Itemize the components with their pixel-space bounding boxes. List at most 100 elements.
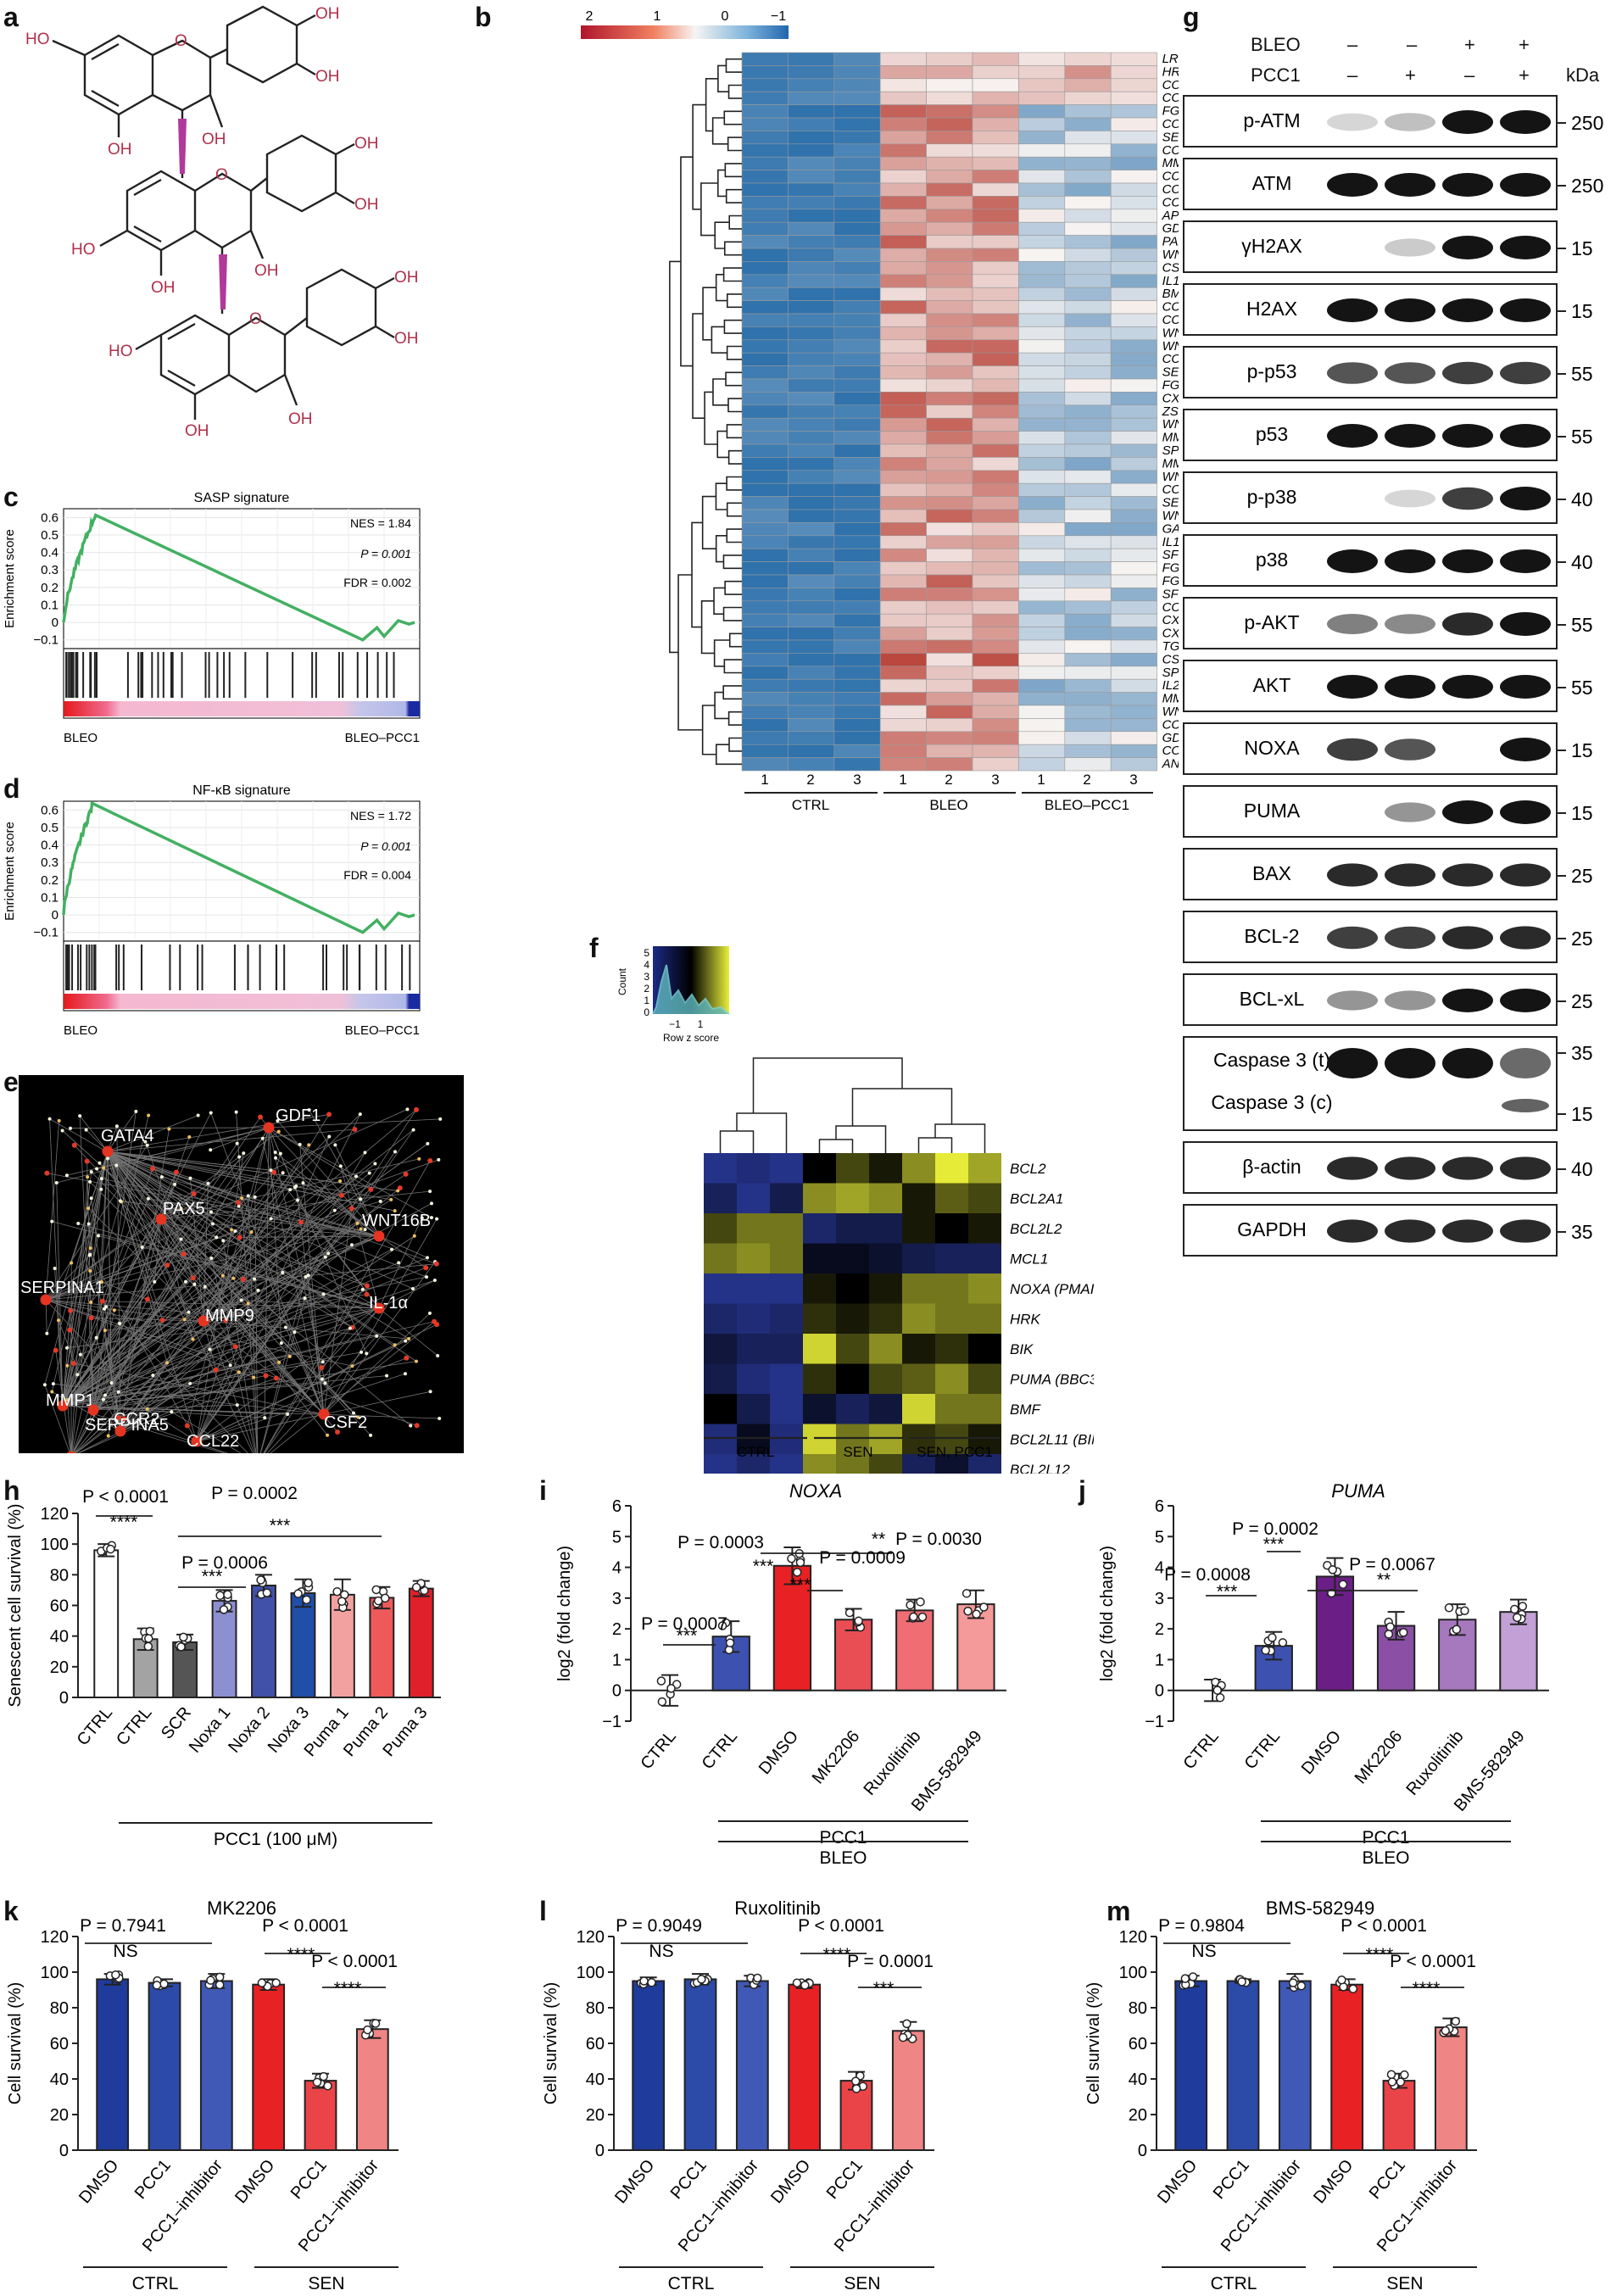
heatmap-cell: [833, 574, 881, 588]
heatmap-cell: [972, 196, 1019, 210]
data-point: [111, 1970, 120, 1980]
heatmap-cell: [741, 221, 789, 236]
heatmap-cell: [879, 482, 927, 497]
x-tick: CTRL: [74, 1703, 116, 1749]
heatmap-cell: [1110, 170, 1157, 184]
heatmap-cell: [788, 156, 835, 170]
data-point: [1400, 2070, 1409, 2080]
significance-annotation: ****: [823, 1945, 851, 1964]
x-tick: CTRL: [1179, 1727, 1222, 1773]
bleo-sign: +: [1519, 34, 1530, 55]
data-point: [898, 2032, 908, 2042]
heatmap-cell: [788, 443, 835, 458]
y-label: log2 (fold change): [1098, 1546, 1117, 1681]
gene-label: FGF23: [1162, 104, 1179, 119]
x-tick: CTRL: [637, 1727, 679, 1773]
y-tick: 40: [50, 1628, 69, 1647]
heatmap-cell: [741, 339, 789, 354]
gene-label: BMF: [1010, 1402, 1042, 1418]
pcc1-sign: +: [1405, 64, 1416, 86]
heatmap-cell: [972, 221, 1019, 236]
bar: [772, 1564, 812, 1691]
y-label: log2 (fold change): [555, 1546, 574, 1681]
y-tick: 20: [50, 2106, 69, 2125]
heatmap-cell: [788, 196, 835, 210]
heatmap-cell: [1110, 52, 1157, 66]
heatmap-cell: [879, 666, 927, 680]
data-point: [854, 1616, 863, 1626]
significance-annotation: P < 0.0001: [311, 1952, 398, 1971]
y-label: Cell survival (%): [542, 1982, 560, 2104]
gene-label: CCL3L1: [1162, 300, 1179, 315]
heatmap-cell: [1064, 352, 1112, 366]
heatmap-cell: [1064, 91, 1112, 105]
heatmap-cell: [704, 1454, 737, 1474]
heatmap-cell: [1018, 365, 1066, 380]
heatmap-cell: [1064, 443, 1112, 458]
sample-number: 2: [1083, 772, 1090, 788]
heatmap-cell: [1110, 431, 1157, 445]
heatmap-cell: [741, 261, 789, 276]
heatmap-cell: [1018, 627, 1066, 641]
heatmap-cell: [1064, 143, 1112, 158]
data-point: [1212, 1686, 1223, 1695]
heatmap-cell: [879, 678, 927, 693]
blot-row: p-p38 40: [1183, 471, 1593, 524]
heatmap-cell: [972, 744, 1019, 758]
heatmap-cell: [704, 1273, 737, 1304]
heatmap-cell: [972, 613, 1019, 627]
heatmap-cell: [741, 156, 789, 170]
heatmap-cell: [788, 705, 835, 719]
chart-title: MK2206: [207, 1898, 276, 1919]
heatmap-cell: [879, 653, 927, 667]
data-point: [909, 1612, 918, 1622]
heatmap-cell: [935, 1424, 968, 1454]
data-point: [312, 2077, 322, 2087]
data-point: [917, 1612, 928, 1622]
p-value: P = 0.001: [360, 839, 411, 853]
data-point: [1278, 1638, 1288, 1647]
heatmap-cell: [926, 300, 973, 315]
group-label: SEN: [844, 2274, 880, 2293]
data-point: [1385, 1622, 1395, 1631]
data-point: [697, 1975, 706, 1984]
heatmap-cell: [833, 196, 881, 210]
y-tick: 20: [1129, 2106, 1147, 2125]
data-point: [304, 1578, 313, 1588]
significance-annotation: P < 0.0001: [262, 1916, 348, 1936]
gene-label: SERPINA1: [1162, 496, 1179, 510]
x-tick: CTRL: [699, 1727, 741, 1773]
heatmap-cell: [926, 248, 973, 262]
heatmap-cell: [833, 221, 881, 236]
heatmap-cell: [741, 548, 789, 562]
heatmap-cells: [741, 52, 1157, 772]
data-point: [1387, 2077, 1397, 2087]
kda-marker: 35: [1571, 1221, 1593, 1243]
heatmap-cell: [926, 744, 973, 758]
heatmap-cell: [926, 104, 973, 119]
heatmap-cell: [1018, 496, 1066, 510]
key-ytick: 4: [644, 959, 649, 971]
heatmap-cell: [926, 221, 973, 236]
ho-label: HO: [25, 31, 50, 48]
kda-marker: 25: [1571, 928, 1593, 950]
blot-row: BCL-xL 25: [1183, 973, 1593, 1026]
heatmap-cell: [926, 156, 973, 170]
heatmap-cell: [879, 639, 927, 654]
kda-marker: 15: [1571, 1103, 1593, 1125]
heatmap-cell: [869, 1243, 902, 1273]
data-point: [961, 1589, 972, 1598]
heatmap-cell: [1018, 718, 1066, 733]
heatmap-cell: [926, 600, 973, 615]
heatmap-cell: [879, 339, 927, 354]
heatmap-cell: [741, 757, 789, 772]
oh-label: OH: [288, 410, 313, 428]
heatmap-cell: [788, 731, 835, 745]
heatmap-cell: [869, 1303, 902, 1334]
apoptosis-heatmap: 5 4 3 2 1 0 Count −1 1 Row z score BCL2 B…: [616, 946, 1094, 1474]
heatmap-cell: [926, 627, 973, 641]
gene-label: BCL2A1: [1010, 1191, 1063, 1207]
heatmap-cell: [972, 404, 1019, 419]
oh-label: OH: [315, 5, 340, 23]
heatmap-cell: [902, 1363, 935, 1394]
